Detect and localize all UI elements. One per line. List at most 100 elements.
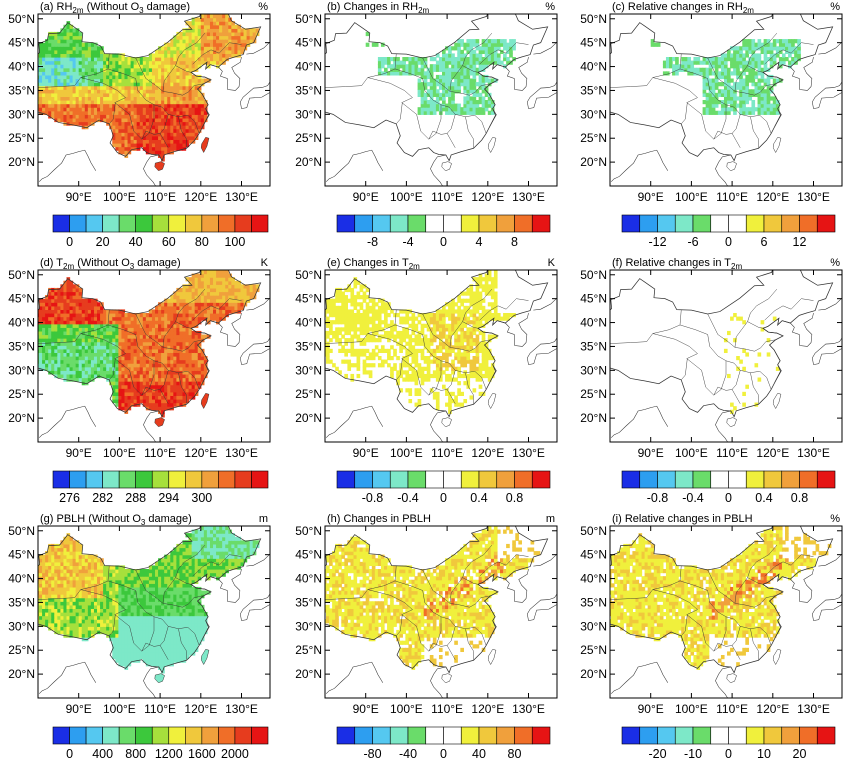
field-cell — [429, 57, 434, 62]
field-cell — [103, 373, 107, 379]
field-cell — [42, 302, 46, 307]
field-cell — [754, 89, 759, 94]
field-cell — [121, 100, 126, 105]
field-cell — [185, 313, 190, 318]
coastline — [190, 56, 242, 127]
field-cell — [475, 67, 480, 72]
field-cell — [42, 363, 46, 368]
field-cell — [63, 78, 68, 83]
field-cell — [191, 117, 196, 123]
field-cell — [133, 366, 138, 371]
field-cell — [234, 287, 239, 293]
field-cell — [445, 67, 449, 72]
field-cell — [350, 363, 355, 368]
field-cell — [109, 60, 113, 65]
field-cell — [57, 345, 61, 350]
field-cell — [733, 96, 737, 101]
field-cell — [730, 100, 734, 105]
field-cell — [161, 348, 165, 354]
field-cell — [133, 114, 138, 119]
field-cell — [63, 370, 68, 375]
field-cell — [151, 89, 156, 94]
field-cell — [72, 71, 77, 76]
field-cell — [203, 287, 208, 293]
field-cell — [769, 74, 774, 80]
field-cell — [118, 67, 123, 72]
field-cell — [727, 92, 731, 98]
field-cell — [121, 323, 126, 328]
field-cell — [213, 17, 217, 22]
field-cell — [727, 82, 731, 87]
field-cell — [717, 64, 722, 69]
field-cell — [191, 384, 196, 389]
field-cell — [75, 302, 80, 307]
field-cell — [66, 64, 71, 69]
field-cell — [161, 128, 165, 133]
field-cell — [745, 39, 749, 44]
panel-unit: % — [830, 1, 840, 13]
field-cell — [142, 71, 147, 76]
field-cell — [72, 121, 77, 126]
field-cell — [112, 363, 116, 368]
field-cell — [127, 399, 132, 404]
field-cell — [228, 277, 232, 282]
field-cell — [167, 373, 171, 379]
field-cell — [170, 125, 174, 130]
field-cell — [191, 345, 196, 350]
field-cell — [51, 338, 55, 343]
field-cell — [231, 28, 235, 33]
field-cell — [72, 316, 77, 321]
field-cell — [81, 53, 86, 58]
field-cell — [176, 139, 181, 144]
field-cell — [100, 323, 104, 328]
field-cell — [100, 341, 104, 346]
field-cell — [484, 53, 489, 58]
field-cell — [173, 381, 177, 386]
field-cell — [161, 313, 165, 318]
field-cell — [733, 92, 737, 98]
field-cell — [173, 402, 177, 407]
field-cell — [356, 302, 361, 307]
field-cell — [167, 352, 171, 357]
field-cell — [714, 57, 719, 62]
field-cell — [87, 96, 92, 101]
field-cell — [763, 78, 768, 83]
field-cell — [197, 24, 202, 29]
field-cell — [161, 356, 165, 361]
field-cell — [38, 53, 40, 58]
field-cell — [757, 42, 762, 47]
field-cell — [103, 323, 107, 328]
colorbar: 276 282 288 294 300 — [52, 470, 269, 505]
field-cell — [42, 92, 46, 98]
field-cell — [188, 74, 193, 80]
field-cell — [84, 323, 89, 328]
field-cell — [75, 320, 80, 325]
field-cell — [475, 42, 480, 47]
field-cell — [451, 85, 455, 90]
field-cell — [206, 24, 211, 29]
field-cell — [711, 103, 716, 108]
field-cell — [329, 359, 333, 364]
field-cell — [720, 57, 725, 62]
field-cell — [475, 103, 480, 108]
field-cell — [60, 370, 65, 375]
field-cell — [106, 366, 110, 371]
field-cell — [222, 7, 226, 11]
field-cell — [751, 39, 756, 44]
field-cell — [167, 388, 171, 393]
field-cell — [760, 78, 765, 83]
field-cell — [54, 320, 58, 325]
field-cell — [702, 57, 707, 62]
field-cell — [90, 53, 95, 58]
field-cell — [206, 39, 211, 44]
field-cell — [167, 125, 171, 130]
field-cell — [93, 74, 98, 80]
field-cell — [231, 295, 235, 300]
field-cell — [155, 57, 159, 62]
field-cell — [448, 57, 452, 62]
field-cell — [84, 78, 89, 83]
field-cell — [739, 78, 743, 83]
field-cell — [161, 139, 165, 144]
field-cell — [176, 57, 181, 62]
field-cell — [63, 305, 68, 311]
